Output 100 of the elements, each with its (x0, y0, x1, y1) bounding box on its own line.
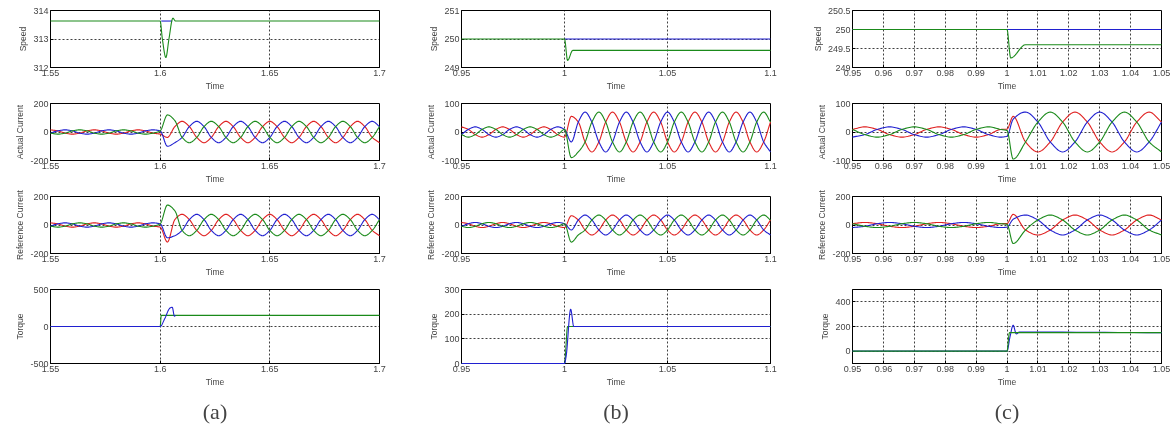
x-tick-label: 1.6 (153, 363, 167, 374)
y-tick-label: 0 (845, 127, 851, 137)
x-tick-label: 1 (1004, 253, 1010, 264)
x-tick-label: 1 (1004, 160, 1010, 171)
x-tick-label: 1.04 (1121, 67, 1140, 78)
x-tick-label: 1.7 (373, 160, 386, 171)
x-tick-label: 1.6 (153, 253, 167, 264)
y-axis-title: Speed (429, 26, 440, 52)
y-tick-label: 100 (835, 98, 851, 109)
x-tick-label: 1.02 (1060, 363, 1078, 374)
x-tick-label: 0.99 (967, 67, 985, 78)
x-axis-title: Time (205, 266, 225, 277)
x-tick-label: 1.03 (1090, 253, 1109, 264)
x-axis-title: Time (997, 80, 1017, 91)
x-tick-label: 1 (1004, 363, 1010, 374)
x-tick-label: 0.97 (905, 67, 924, 78)
x-tick-label: 1.65 (261, 363, 279, 374)
x-tick-label: 1.05 (658, 160, 677, 171)
x-tick-label: 0.96 (874, 363, 893, 374)
y-tick-label: 300 (444, 284, 460, 295)
y-axis-title: Speed (18, 26, 29, 52)
y-tick-label: 100 (444, 333, 460, 344)
x-tick-label: 0.98 (936, 253, 954, 264)
x-tick-label: 1.1 (764, 363, 777, 374)
x-axis-title: Time (205, 80, 225, 91)
x-tick-label: 1.01 (1029, 253, 1047, 264)
x-axis-title: Time (997, 266, 1017, 277)
y-tick-label: 500 (33, 284, 49, 295)
y-axis-title: Speed (812, 26, 823, 52)
x-tick-label: 1.65 (261, 253, 279, 264)
y-tick-label: 200 (33, 98, 49, 109)
x-tick-label: 1.04 (1121, 160, 1140, 171)
x-axis-title: Time (997, 376, 1017, 387)
y-tick-label: 249.5 (827, 43, 851, 54)
x-tick-label: 0.99 (967, 160, 985, 171)
y-axis-title: Torque (15, 313, 26, 340)
x-tick-label: 1 (562, 253, 568, 264)
x-tick-label: 1.7 (373, 253, 386, 264)
x-tick-label: 1.03 (1090, 160, 1109, 171)
y-tick-label: 200 (33, 191, 49, 202)
x-tick-label: 1 (562, 160, 568, 171)
y-tick-label: 100 (444, 98, 460, 109)
y-tick-label: 251 (444, 5, 460, 16)
y-axis-title: Reference Current (15, 189, 26, 260)
y-tick-label: 250.5 (827, 5, 851, 16)
x-tick-label: 0.98 (936, 67, 954, 78)
x-tick-label: 1.05 (658, 67, 677, 78)
y-tick-label: 0 (454, 220, 460, 230)
y-axis-title: Actual Current (15, 104, 26, 160)
x-axis-title: Time (997, 173, 1017, 184)
x-tick-label: 1.01 (1029, 363, 1047, 374)
x-tick-label: 0.98 (936, 160, 954, 171)
x-tick-label: 1.02 (1060, 253, 1078, 264)
x-tick-label: 1.65 (261, 160, 279, 171)
x-tick-label: 1.02 (1060, 160, 1078, 171)
x-tick-label: 1.7 (373, 363, 386, 374)
y-axis-title: Reference Current (426, 189, 437, 260)
x-tick-label: 0.96 (874, 253, 893, 264)
y-tick-label: 400 (835, 296, 851, 307)
y-axis-title: Torque (820, 313, 831, 340)
x-axis-title: Time (606, 376, 626, 387)
x-tick-label: 1.03 (1090, 67, 1109, 78)
y-tick-label: 250 (835, 24, 851, 35)
y-tick-label: 200 (835, 191, 851, 202)
x-tick-label: 1.04 (1121, 253, 1140, 264)
x-tick-label: 1.7 (373, 67, 386, 78)
y-tick-label: 0 (43, 321, 49, 332)
y-axis-title: Reference Current (817, 189, 828, 260)
y-tick-label: 0 (845, 346, 851, 357)
x-axis-title: Time (606, 266, 626, 277)
x-tick-label: 0.99 (967, 363, 985, 374)
x-tick-label: 1.6 (153, 160, 167, 171)
x-tick-label: 1 (562, 67, 568, 78)
y-tick-label: 250 (444, 34, 460, 44)
x-tick-label: 1.05 (1152, 363, 1171, 374)
y-tick-label: 0 (43, 220, 49, 230)
x-axis-title: Time (606, 80, 626, 91)
x-tick-label: 1.1 (764, 160, 777, 171)
y-tick-label: 314 (33, 5, 49, 16)
y-tick-label: 200 (835, 321, 851, 332)
x-tick-label: 1.02 (1060, 67, 1078, 78)
text: (a) (202, 398, 228, 424)
y-axis-title: Actual Current (426, 104, 437, 160)
y-tick-label: 0 (845, 220, 851, 230)
x-tick-label: 1.6 (153, 67, 167, 78)
x-tick-label: 1.1 (764, 253, 777, 264)
x-tick-label: 1.05 (1152, 160, 1171, 171)
x-tick-label: 0.97 (905, 253, 924, 264)
x-tick-label: 1.05 (1152, 67, 1171, 78)
text: (c) (994, 398, 1020, 424)
x-tick-label: 1.1 (764, 67, 777, 78)
x-axis-title: Time (205, 173, 225, 184)
x-tick-label: 1 (562, 363, 568, 374)
x-tick-label: 1.04 (1121, 363, 1140, 374)
x-tick-label: 1.05 (658, 363, 677, 374)
y-tick-label: 200 (444, 191, 460, 202)
x-tick-label: 0.97 (905, 160, 924, 171)
x-tick-label: 1.05 (658, 253, 677, 264)
x-tick-label: 0.96 (874, 67, 893, 78)
y-tick-label: 313 (33, 34, 49, 44)
